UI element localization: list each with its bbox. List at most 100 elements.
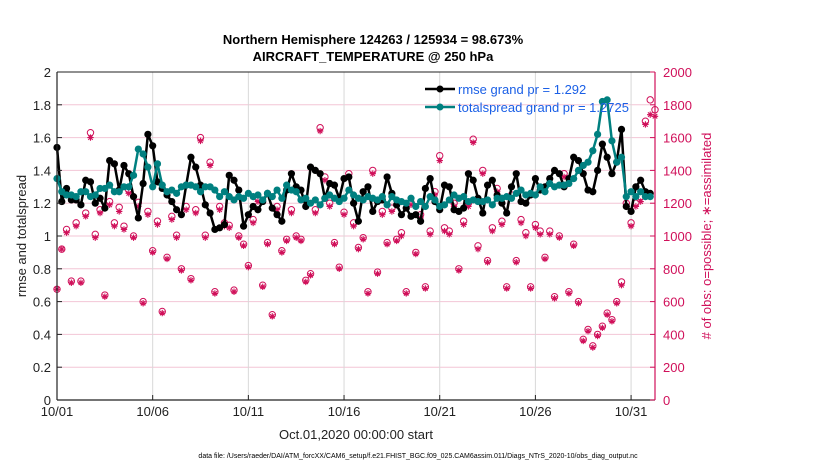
data-point xyxy=(192,183,200,191)
data-point xyxy=(125,183,133,191)
obs-assimilated-point xyxy=(187,277,195,284)
x-tick-label: 10/01 xyxy=(41,404,74,419)
data-point xyxy=(608,137,616,145)
data-point xyxy=(483,196,492,204)
data-point xyxy=(345,186,353,194)
obs-assimilated-point xyxy=(431,191,439,199)
obs-assimilated-point xyxy=(403,290,410,297)
data-point xyxy=(440,201,449,209)
data-point xyxy=(407,194,415,202)
obs-assimilated-point xyxy=(446,231,453,238)
data-point xyxy=(574,156,583,165)
obs-assimilated-point xyxy=(226,224,233,231)
data-point xyxy=(278,217,286,225)
footnote: data file: /Users/raeder/DAI/ATM_forcXX/… xyxy=(198,453,638,460)
y2-tick-label: 1200 xyxy=(663,196,692,211)
obs-assimilated-point xyxy=(556,234,563,241)
obs-assimilated-point xyxy=(618,282,625,289)
obs-assimilated-point xyxy=(570,242,577,250)
obs-assimilated-point xyxy=(254,198,262,205)
data-point xyxy=(177,211,185,219)
data-point xyxy=(426,175,434,183)
obs-assimilated-point xyxy=(216,206,223,213)
obs-assimilated-point xyxy=(259,283,266,291)
obs-assimilated-point xyxy=(379,211,386,218)
data-point xyxy=(273,211,281,219)
obs-assimilated-point xyxy=(436,157,443,164)
data-point xyxy=(259,196,267,204)
obs-assimilated-point xyxy=(546,231,553,238)
legend-spread-marker xyxy=(436,103,444,111)
data-point xyxy=(517,186,525,194)
data-point xyxy=(72,193,80,201)
obs-assimilated-point xyxy=(269,313,276,320)
obs-assimilated-point xyxy=(197,137,204,145)
obs-assimilated-point xyxy=(321,177,329,184)
data-point xyxy=(58,197,66,206)
data-point xyxy=(311,196,319,204)
obs-assimilated-point xyxy=(479,170,486,177)
obs-assimilated-point xyxy=(575,300,582,307)
obs-assimilated-point xyxy=(316,127,324,135)
data-point xyxy=(383,173,391,181)
obs-assimilated-point xyxy=(115,208,123,215)
data-point xyxy=(512,170,520,178)
data-point xyxy=(383,201,391,209)
data-point xyxy=(412,211,420,219)
obs-assimilated-point xyxy=(603,311,611,318)
obs-assimilated-point xyxy=(163,255,171,263)
data-point xyxy=(201,201,209,209)
obs-assimilated-point xyxy=(249,219,257,227)
data-point xyxy=(622,193,630,201)
data-point xyxy=(603,153,611,161)
data-point xyxy=(187,153,195,161)
data-point xyxy=(316,201,324,209)
data-point xyxy=(340,194,348,202)
obs-assimilated-point xyxy=(82,213,89,220)
series-0 xyxy=(53,125,654,234)
data-point xyxy=(254,206,262,214)
obs-assimilated-point xyxy=(513,259,520,266)
data-point xyxy=(503,209,511,217)
obs-assimilated-point xyxy=(527,285,534,292)
data-point xyxy=(531,191,540,199)
data-point xyxy=(402,199,410,207)
data-point xyxy=(460,204,468,212)
data-point xyxy=(593,166,602,174)
data-point xyxy=(239,222,248,230)
obs-assimilated-point xyxy=(111,222,118,230)
obs-assimilated-point xyxy=(144,211,152,218)
series-3 xyxy=(53,111,659,351)
data-point xyxy=(412,202,420,211)
data-point xyxy=(115,188,123,196)
x-tick-label: 10/16 xyxy=(328,404,361,419)
obs-assimilated-point xyxy=(441,227,448,235)
y-tick-label: 1.2 xyxy=(33,196,51,211)
obs-assimilated-point xyxy=(465,203,472,210)
data-point xyxy=(225,171,233,179)
obs-assimilated-point xyxy=(532,224,539,231)
data-point xyxy=(531,175,540,183)
obs-assimilated-point xyxy=(383,241,391,248)
data-point xyxy=(239,194,248,202)
data-point xyxy=(402,204,410,212)
y2-tick-label: 600 xyxy=(663,295,685,310)
data-point xyxy=(507,183,516,191)
data-point xyxy=(364,183,372,191)
data-point xyxy=(86,178,95,186)
obs-assimilated-point xyxy=(412,250,419,258)
data-point xyxy=(479,209,487,217)
data-point xyxy=(316,170,324,178)
data-point xyxy=(445,183,453,191)
data-point xyxy=(354,217,362,225)
data-point xyxy=(627,188,635,196)
data-point xyxy=(570,175,578,183)
obs-assimilated-point xyxy=(580,337,587,345)
obs-assimilated-point xyxy=(369,170,376,177)
x-tick-label: 10/11 xyxy=(233,404,265,419)
data-point xyxy=(359,188,367,196)
obs-assimilated-point xyxy=(374,270,381,277)
obs-assimilated-point xyxy=(340,211,348,218)
data-point xyxy=(173,206,181,214)
obs-assimilated-point xyxy=(331,241,338,248)
